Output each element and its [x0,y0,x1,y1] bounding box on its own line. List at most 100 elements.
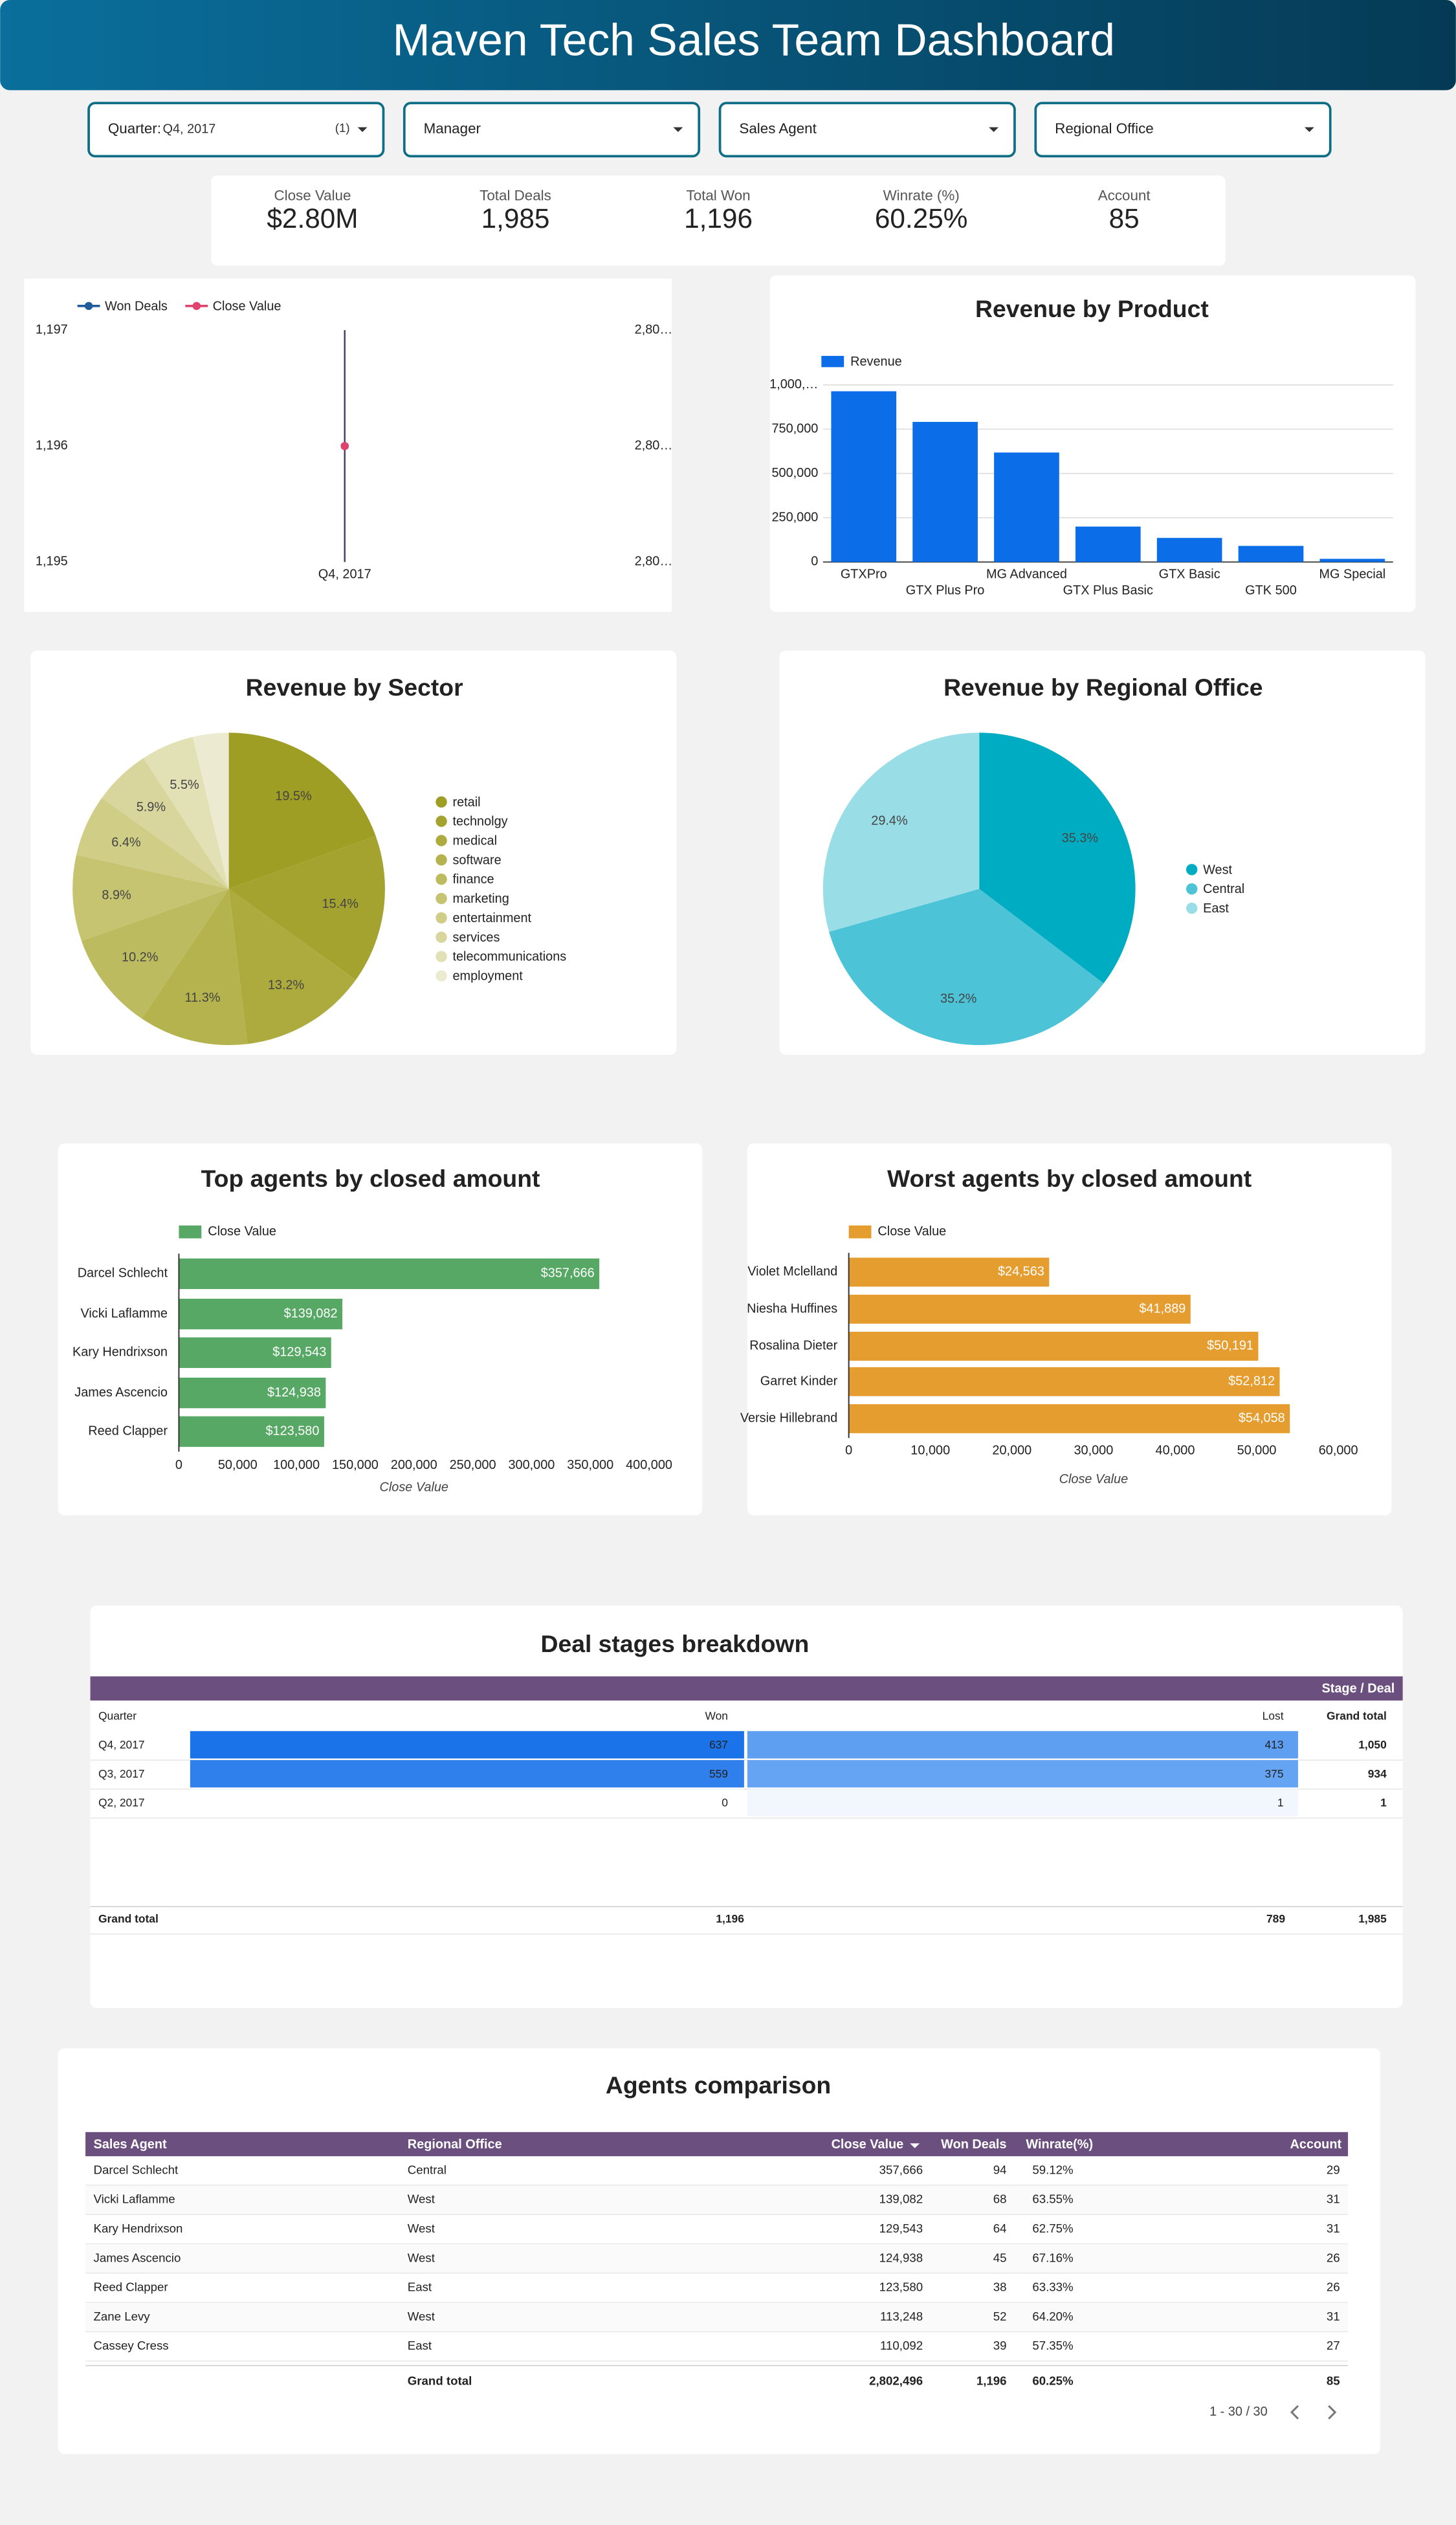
y-tick-label: 750,000 [771,421,818,436]
table-cell: Darcel Schlecht [94,2163,179,2176]
heatmap-cell [190,1789,744,1817]
chart-title: Worst agents by closed amount [887,1165,1252,1192]
bar [848,1367,1280,1396]
table-cell: 39 [993,2339,1007,2352]
x-tick-label: 300,000 [508,1458,555,1472]
legend-label: employment [452,969,523,984]
next-page[interactable] [1328,2405,1337,2420]
header-title: Maven Tech Sales Team Dashboard [393,15,1115,65]
heatmap-cell [747,1789,1298,1817]
scorecard-panel [211,175,1226,266]
scorecard-label: Close Value [274,188,351,204]
legend-label: West [1203,863,1232,877]
legend-marker [436,874,447,885]
table-cell: 31 [1327,2222,1340,2235]
x-tick-label: 30,000 [1074,1443,1113,1457]
grand-total-cell: Grand total [408,2374,472,2387]
y-tick-label: Garret Kinder [760,1374,838,1388]
data-label: $54,058 [1239,1411,1285,1426]
legend-label: Won Deals [105,299,168,313]
table-cell: Q3, 2017 [98,1767,145,1780]
legend-marker [1186,902,1198,914]
x-tick-label: MG Advanced [986,568,1067,582]
data-label: 15.4% [322,897,358,911]
pie-slice [192,733,229,889]
filter-dropdown[interactable] [403,102,701,158]
column-header: Winrate(%) [1026,2137,1093,2152]
bar [1075,526,1141,562]
x-tick-label: 10,000 [910,1443,950,1457]
x-tick-label: GTX Plus Pro [906,584,985,598]
table-cell: 63.33% [1032,2280,1073,2294]
x-tick-label: GTK 500 [1245,584,1297,598]
x-tick-label: 0 [845,1443,852,1457]
x-tick-label: 60,000 [1319,1443,1358,1457]
legend-label: Close Value [208,1224,276,1239]
table-cell: 27 [1327,2339,1340,2352]
table-cell: East [408,2339,432,2352]
table-cell: 1 [1380,1796,1387,1809]
table-cell: West [408,2310,436,2323]
filter-dropdown[interactable] [718,102,1016,158]
prev-page[interactable] [1290,2405,1299,2420]
table-cell: 45 [993,2251,1007,2264]
x-tick-label: 400,000 [626,1458,672,1472]
dropdown-arrow [1304,127,1314,133]
table-cell: 64.20% [1032,2310,1073,2323]
legend-label: medical [452,834,497,848]
table-cell: 637 [709,1738,728,1751]
filter-dropdown[interactable] [87,102,385,158]
pie-slice [102,758,229,889]
y-tick-label: Violet Mclelland [747,1264,837,1279]
scorecard-value: 85 [1109,203,1140,234]
table-cell: 31 [1327,2192,1340,2206]
x-tick-label: 350,000 [567,1458,613,1472]
table-cell: 139,082 [879,2192,923,2206]
data-label: $139,082 [284,1307,338,1321]
table-cell: 31 [1327,2310,1340,2323]
bar [848,1332,1259,1361]
bar [179,1337,331,1368]
x-tick-label: 50,000 [218,1458,258,1472]
scorecard-value: 60.25% [875,203,967,234]
bar [994,452,1059,562]
column-header[interactable]: Close Value [832,2137,904,2152]
y-tick-label: 1,197 [36,322,68,336]
x-tick-label: 40,000 [1156,1443,1195,1457]
column-header: Account [1290,2137,1342,2152]
table-group-header: Stage / Deal [1321,1682,1395,1696]
pie-slice [228,733,376,889]
legend-label: services [452,931,500,945]
legend-marker [436,951,447,962]
legend-marker [84,302,93,311]
bar [179,1377,326,1409]
table-cell: 26 [1327,2280,1340,2294]
legend-label: telecommunications [452,950,566,964]
y-tick-label: 1,196 [36,439,68,453]
legend-label: retail [452,795,480,810]
legend-label: software [452,853,501,867]
table-cell: Kary Hendrixson [94,2222,183,2235]
legend-marker [192,302,201,311]
table-cell: 129,543 [879,2222,923,2235]
table-cell: East [408,2280,432,2294]
table-cell: James Ascencio [94,2251,181,2264]
legend-label: Close Value [877,1224,946,1239]
pie-slice [143,736,229,889]
table-cell: West [408,2192,436,2206]
table-cell: Reed Clapper [94,2280,168,2294]
pie-slice [81,888,229,1019]
legend-label: technolgy [452,815,507,829]
filter-dropdown[interactable] [1034,102,1332,158]
header-bar [0,0,1456,91]
data-label: $124,938 [267,1385,321,1400]
y-tick-label: Vicki Laflamme [80,1307,168,1321]
table-cell: 1 [1277,1796,1284,1809]
grand-total-cell: 60.25% [1032,2374,1074,2387]
grand-total-cell: Grand total [98,1912,159,1925]
table-cell: 413 [1264,1738,1283,1751]
legend-swatch [821,355,844,368]
grand-total-cell: 1,196 [976,2374,1007,2387]
